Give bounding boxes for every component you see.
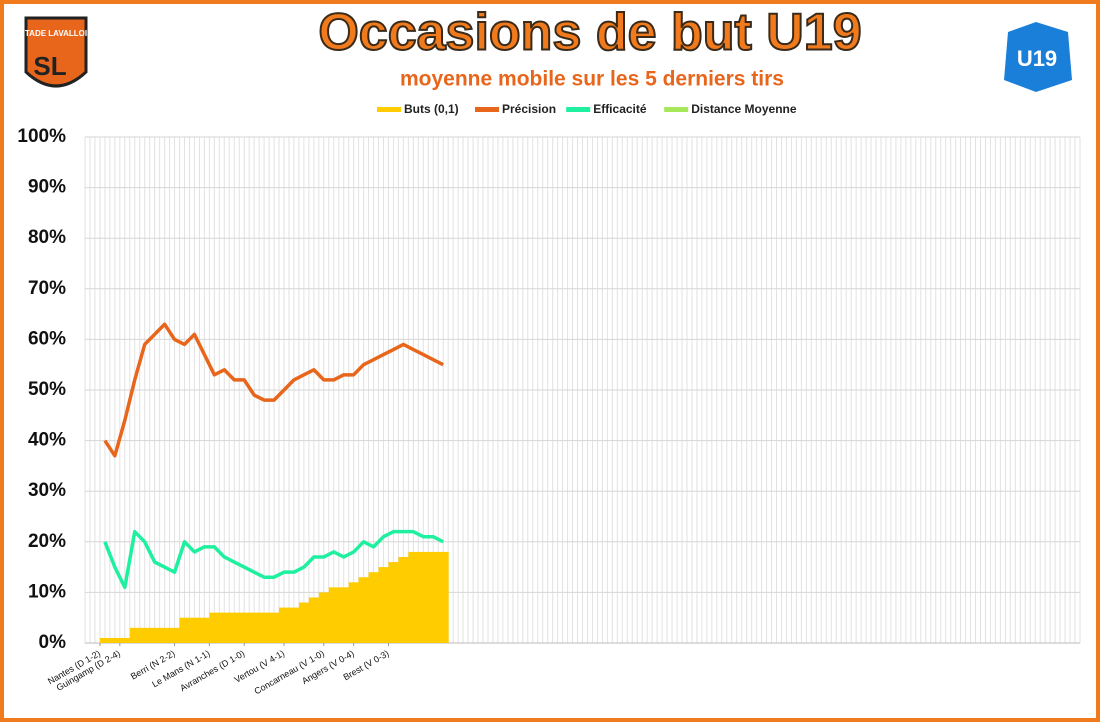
legend-swatch xyxy=(475,107,499,112)
bar xyxy=(99,637,111,643)
legend-swatch xyxy=(664,107,689,112)
y-tick-label: 80% xyxy=(28,227,66,248)
logo-right: U19 xyxy=(1004,22,1072,92)
bar xyxy=(179,617,190,643)
y-tick-label: 0% xyxy=(39,632,67,653)
legend-label: Distance Moyenne xyxy=(691,102,797,116)
legend-label: Précision xyxy=(502,102,556,116)
bar xyxy=(428,551,439,643)
bar xyxy=(269,612,280,643)
y-tick-label: 60% xyxy=(28,328,66,349)
y-tick-label: 50% xyxy=(28,379,66,400)
bar xyxy=(109,637,121,643)
y-tick-label: 90% xyxy=(28,177,66,198)
y-tick-label: 20% xyxy=(28,531,66,552)
chart-title: Occasions de but U19 xyxy=(318,4,861,62)
line xyxy=(103,322,444,458)
bar xyxy=(239,612,250,643)
y-tick-label: 100% xyxy=(17,126,66,147)
bar xyxy=(438,551,449,643)
bar xyxy=(159,627,171,643)
legend-swatch xyxy=(377,107,401,112)
y-tick-label: 10% xyxy=(28,581,66,602)
bar xyxy=(388,562,399,643)
bar xyxy=(189,617,200,643)
legend-label: Efficacité xyxy=(593,102,647,116)
bar xyxy=(338,587,350,643)
bar xyxy=(169,627,181,643)
bar xyxy=(119,637,131,643)
bar xyxy=(418,551,429,643)
legend-label: Buts (0,1) xyxy=(404,102,459,116)
chart-subtitle: moyenne mobile sur les 5 derniers tirs xyxy=(400,68,784,91)
bar xyxy=(318,592,330,643)
bar xyxy=(408,551,419,643)
y-tick-label: 70% xyxy=(28,278,66,299)
bar xyxy=(259,612,270,643)
bar xyxy=(398,556,409,643)
logo-text: STADE LAVALLOIS xyxy=(20,29,94,38)
bar xyxy=(328,587,340,643)
bar xyxy=(229,612,240,643)
logo-text: U19 xyxy=(1017,46,1057,71)
bar xyxy=(368,572,380,643)
bar xyxy=(298,602,310,643)
line xyxy=(103,529,444,590)
bar xyxy=(348,582,360,643)
bar xyxy=(129,627,141,643)
bar xyxy=(219,612,230,643)
bar xyxy=(209,612,220,643)
bar xyxy=(149,627,161,643)
bar xyxy=(139,627,151,643)
y-tick-label: 30% xyxy=(28,480,66,501)
bar xyxy=(308,597,320,643)
y-tick-label: 40% xyxy=(28,430,66,451)
bar xyxy=(358,577,370,643)
bar xyxy=(249,612,260,643)
bar xyxy=(288,607,300,643)
bar xyxy=(279,607,290,643)
bar xyxy=(378,567,389,643)
logo-left: STADE LAVALLOIS SL xyxy=(20,16,94,88)
legend-swatch xyxy=(566,107,591,112)
bar xyxy=(199,617,210,643)
svg-text:SL: SL xyxy=(33,51,66,81)
